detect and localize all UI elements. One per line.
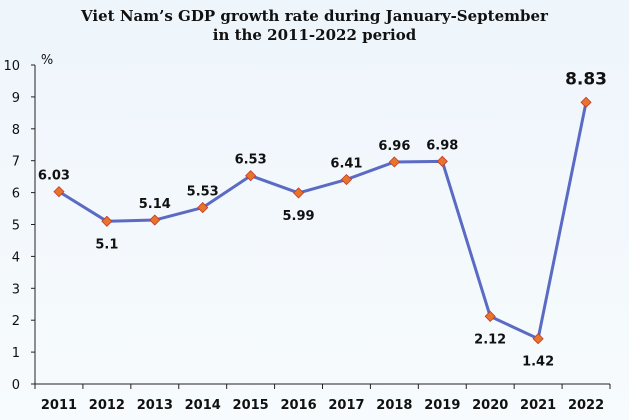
data-label: 6.53 xyxy=(235,153,267,168)
data-label: 2.12 xyxy=(474,332,506,347)
y-tick-label: 5 xyxy=(12,219,20,234)
x-tick-label: 2017 xyxy=(328,398,364,413)
y-tick-label: 10 xyxy=(3,59,20,74)
chart-title-line-2: in the 2011-2022 period xyxy=(212,26,417,44)
data-point xyxy=(197,202,209,214)
data-point xyxy=(292,187,305,199)
data-label: 5.14 xyxy=(139,197,171,212)
x-tick-label: 2015 xyxy=(233,398,269,413)
x-tick-label: 2018 xyxy=(376,398,412,413)
y-tick-label: 3 xyxy=(12,282,20,297)
y-tick-label: 6 xyxy=(12,187,20,202)
series-line xyxy=(58,102,588,341)
data-label: 1.42 xyxy=(522,355,554,370)
data-point xyxy=(340,173,353,186)
data-point xyxy=(436,155,448,167)
data-label: 5.99 xyxy=(283,209,315,224)
data-point xyxy=(149,214,161,226)
x-tick-label: 2013 xyxy=(137,398,173,413)
y-axis-unit-label: % xyxy=(41,53,53,68)
x-tick-label: 2014 xyxy=(185,398,221,413)
data-label: 6.03 xyxy=(38,169,70,184)
x-tick-label: 2021 xyxy=(520,398,556,413)
y-tick-label: 9 xyxy=(12,91,20,106)
x-tick-label: 2016 xyxy=(280,398,316,413)
data-point xyxy=(53,186,65,198)
data-label: 6.96 xyxy=(378,139,410,154)
data-point xyxy=(101,215,113,227)
data-point xyxy=(484,310,496,322)
x-tick-label: 2012 xyxy=(89,398,125,413)
data-point xyxy=(580,96,592,108)
y-tick-label: 2 xyxy=(12,314,20,329)
data-label: 6.41 xyxy=(330,157,362,172)
y-tick-label: 0 xyxy=(12,378,20,393)
x-tick-label: 2011 xyxy=(41,398,77,413)
data-point xyxy=(388,156,400,168)
data-point xyxy=(245,170,257,182)
data-label: 8.83 xyxy=(565,69,607,89)
y-tick-label: 7 xyxy=(12,155,20,170)
data-label: 6.98 xyxy=(426,138,458,153)
y-tick-label: 8 xyxy=(12,123,20,138)
data-label: 5.53 xyxy=(187,185,219,200)
chart-title-line-1: Viet Nam’s GDP growth rate during Januar… xyxy=(81,7,548,25)
y-tick-label: 4 xyxy=(12,250,20,265)
data-point xyxy=(532,333,544,345)
x-tick-label: 2022 xyxy=(568,398,604,413)
x-tick-label: 2020 xyxy=(472,398,508,413)
y-tick-label: 1 xyxy=(12,346,20,361)
x-tick-label: 2019 xyxy=(424,398,460,413)
data-label: 5.1 xyxy=(95,237,118,252)
